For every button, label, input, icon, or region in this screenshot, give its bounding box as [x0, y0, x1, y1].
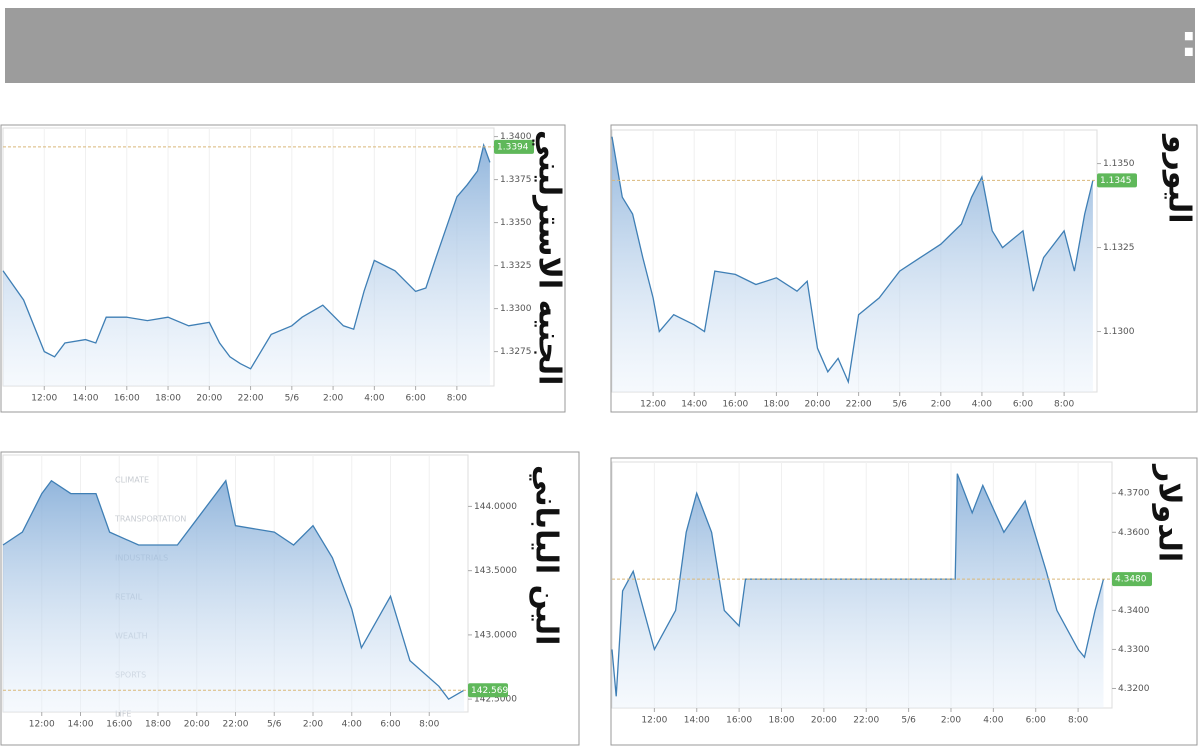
x-tick-label: 18:00 [769, 716, 795, 726]
y-tick-label: 1.1300 [1103, 327, 1135, 337]
x-tick-label: 6:00 [405, 394, 425, 404]
x-tick-label: 20:00 [811, 716, 837, 726]
line [611, 473, 1105, 697]
x-tick-label: 16:00 [722, 400, 748, 410]
x-tick-label: 20:00 [196, 394, 222, 404]
y-tick-label: 1.1350 [1103, 159, 1135, 169]
x-tick-label: 2:00 [303, 720, 323, 730]
y-tick-label: 143.0000 [474, 630, 517, 640]
x-tick-label: 5/6 [267, 720, 282, 730]
area [612, 136, 1093, 392]
header-bar [5, 8, 1195, 83]
x-tick-label: 14:00 [73, 394, 99, 404]
panel-border [0, 451, 580, 746]
area [612, 473, 1104, 708]
area [3, 480, 465, 712]
line [2, 479, 465, 701]
last-value-label: 1.3394 [497, 142, 529, 152]
y-tick-label: 1.3400 [500, 132, 532, 142]
watermark-text: CLIMATE [115, 476, 149, 485]
chart-title: الين الياباني [529, 465, 564, 645]
x-tick-label: 2:00 [931, 400, 951, 410]
x-tick-label: 22:00 [853, 716, 879, 726]
chart-title: الدولار [1152, 463, 1187, 562]
x-tick-label: 4:00 [342, 720, 362, 730]
x-tick-label: 14:00 [681, 400, 707, 410]
area [3, 145, 490, 386]
y-tick-label: 4.3400 [1118, 606, 1150, 616]
x-tick-label: 22:00 [238, 394, 264, 404]
x-tick-label: 12:00 [31, 394, 57, 404]
y-tick-label: 1.3300 [500, 304, 532, 314]
y-tick-label: 1.1325 [1103, 243, 1135, 253]
x-tick-label: 2:00 [323, 394, 343, 404]
y-tick-label: 1.3350 [500, 218, 532, 228]
x-tick-label: 14:00 [684, 716, 710, 726]
x-tick-label: 4:00 [364, 394, 384, 404]
x-tick-label: 6:00 [1026, 716, 1046, 726]
x-tick-label: 20:00 [805, 400, 831, 410]
y-tick-label: 1.3325 [500, 261, 532, 271]
x-tick-label: 8:00 [1054, 400, 1074, 410]
x-tick-label: 5/6 [285, 394, 300, 404]
y-tick-label: 4.3300 [1118, 645, 1150, 655]
panel-border [610, 457, 1198, 746]
x-tick-label: 12:00 [640, 400, 666, 410]
x-tick-label: 8:00 [419, 720, 439, 730]
y-tick-label: 4.3700 [1118, 489, 1150, 499]
x-tick-label: 16:00 [114, 394, 140, 404]
chart-title: الجنيه الاسترليني [532, 130, 567, 385]
x-tick-label: 4:00 [983, 716, 1003, 726]
last-value-label: 1.1345 [1100, 176, 1132, 186]
x-tick-label: 18:00 [155, 394, 181, 404]
last-value-tag [468, 683, 508, 698]
line [2, 142, 491, 370]
y-tick-label: 4.3600 [1118, 528, 1150, 538]
last-value-label: 142.5690 [471, 686, 514, 696]
y-tick-label: 1.3375 [500, 175, 532, 185]
x-tick-label: 18:00 [145, 720, 171, 730]
x-tick-label: 16:00 [726, 716, 752, 726]
panel-border [0, 124, 566, 413]
panel-border [610, 124, 1198, 413]
x-tick-label: 2:00 [941, 716, 961, 726]
y-tick-label: 4.3200 [1118, 684, 1150, 694]
x-tick-label: 22:00 [846, 400, 872, 410]
chart-title: اليورو [1162, 133, 1197, 224]
y-tick-label: 144.0000 [474, 502, 517, 512]
x-tick-label: 8:00 [1068, 716, 1088, 726]
x-tick-label: 12:00 [641, 716, 667, 726]
x-tick-label: 16:00 [106, 720, 132, 730]
x-tick-label: 6:00 [1013, 400, 1033, 410]
x-tick-label: 5/6 [901, 716, 916, 726]
y-tick-label: 1.3275 [500, 347, 532, 357]
x-tick-label: 18:00 [763, 400, 789, 410]
x-tick-label: 6:00 [380, 720, 400, 730]
y-tick-label: 143.5000 [474, 566, 517, 576]
watermark-text: TRANSPORTATION [114, 515, 186, 524]
x-tick-label: 4:00 [972, 400, 992, 410]
line [611, 136, 1094, 385]
x-tick-label: 22:00 [223, 720, 249, 730]
last-value-tag [1112, 572, 1152, 587]
last-value-tag [1097, 173, 1137, 188]
x-tick-label: 12:00 [29, 720, 55, 730]
x-tick-label: 5/6 [892, 400, 907, 410]
last-value-tag [494, 139, 534, 154]
header-title: تحركات العملات الرئيسة: [1180, 16, 1200, 67]
x-tick-label: 14:00 [68, 720, 94, 730]
x-tick-label: 20:00 [184, 720, 210, 730]
y-tick-label: 142.5000 [474, 695, 517, 705]
watermark-text: LIFE [115, 710, 131, 719]
x-tick-label: 8:00 [447, 394, 467, 404]
last-value-label: 4.3480 [1115, 575, 1147, 585]
